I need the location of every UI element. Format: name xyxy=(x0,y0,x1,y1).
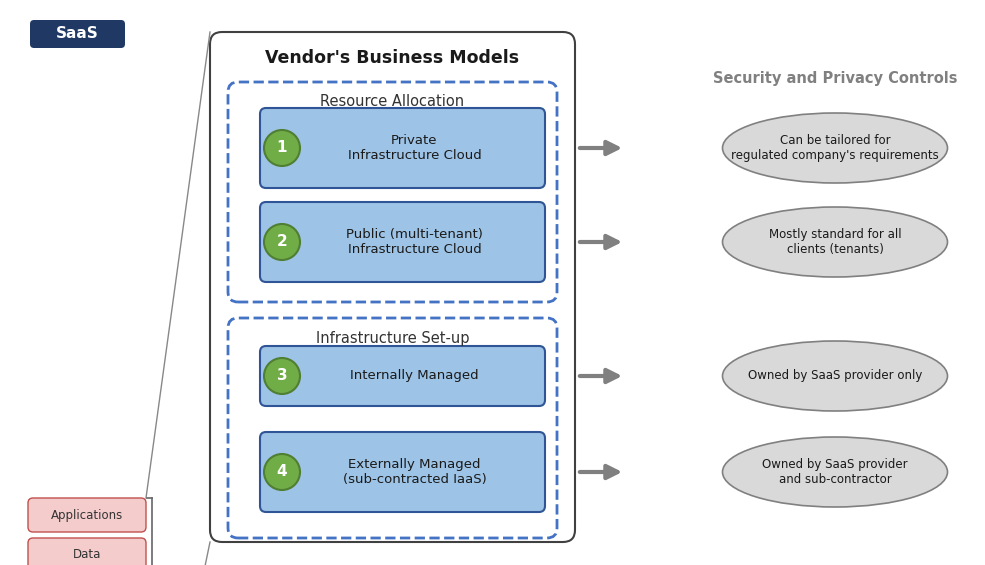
Circle shape xyxy=(264,358,300,394)
Text: Applications: Applications xyxy=(51,508,123,521)
Text: Owned by SaaS provider
and sub-contractor: Owned by SaaS provider and sub-contracto… xyxy=(762,458,908,486)
Circle shape xyxy=(264,130,300,166)
Text: Externally Managed
(sub-contracted IaaS): Externally Managed (sub-contracted IaaS) xyxy=(343,458,487,486)
Text: Resource Allocation: Resource Allocation xyxy=(320,94,465,110)
Ellipse shape xyxy=(723,437,948,507)
Text: Public (multi-tenant)
Infrastructure Cloud: Public (multi-tenant) Infrastructure Clo… xyxy=(346,228,483,256)
Text: Data: Data xyxy=(73,549,101,562)
Text: SaaS: SaaS xyxy=(56,27,98,41)
Ellipse shape xyxy=(723,341,948,411)
Text: 4: 4 xyxy=(277,464,288,480)
Text: Mostly standard for all
clients (tenants): Mostly standard for all clients (tenants… xyxy=(768,228,901,256)
FancyBboxPatch shape xyxy=(30,20,125,48)
Text: Private
Infrastructure Cloud: Private Infrastructure Cloud xyxy=(348,134,482,162)
FancyBboxPatch shape xyxy=(260,202,545,282)
Text: 1: 1 xyxy=(277,141,288,155)
FancyBboxPatch shape xyxy=(28,538,146,565)
Circle shape xyxy=(264,454,300,490)
Circle shape xyxy=(264,224,300,260)
Text: Infrastructure Set-up: Infrastructure Set-up xyxy=(316,331,469,346)
Ellipse shape xyxy=(723,207,948,277)
FancyBboxPatch shape xyxy=(260,108,545,188)
FancyBboxPatch shape xyxy=(260,432,545,512)
Text: 2: 2 xyxy=(277,234,288,250)
Text: Security and Privacy Controls: Security and Privacy Controls xyxy=(713,71,957,85)
FancyBboxPatch shape xyxy=(260,346,545,406)
Ellipse shape xyxy=(723,113,948,183)
FancyBboxPatch shape xyxy=(210,32,575,542)
FancyBboxPatch shape xyxy=(28,498,146,532)
Text: Can be tailored for
regulated company's requirements: Can be tailored for regulated company's … xyxy=(731,134,939,162)
Text: Vendor's Business Models: Vendor's Business Models xyxy=(265,49,519,67)
Text: Internally Managed: Internally Managed xyxy=(351,370,479,383)
Text: 3: 3 xyxy=(277,368,288,384)
Text: Owned by SaaS provider only: Owned by SaaS provider only xyxy=(748,370,922,383)
